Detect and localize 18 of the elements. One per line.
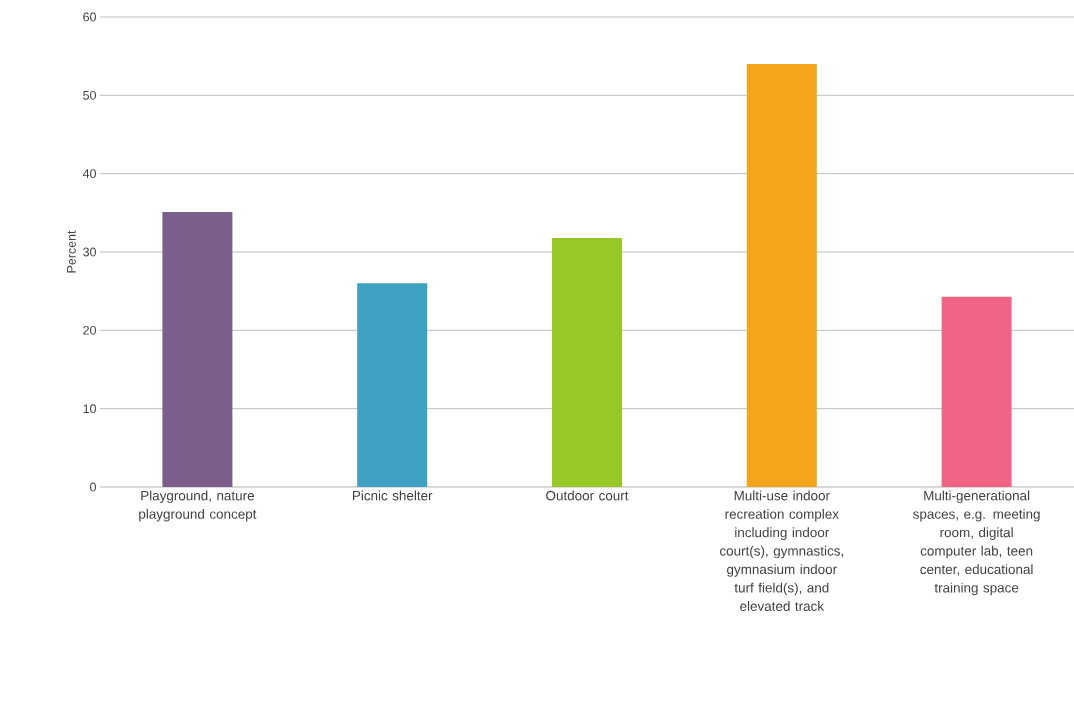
bar bbox=[941, 296, 1012, 487]
x-tick-label: Multi-generational spaces, e.g. meeting room, digital computer lab, teen center, educational training space bbox=[913, 490, 1040, 596]
x-tick-label: Playground, nature playground concept bbox=[139, 490, 257, 522]
x-tick-label: Picnic shelter bbox=[352, 490, 433, 501]
y-tick-label: 20 bbox=[83, 325, 96, 335]
bar bbox=[746, 63, 817, 487]
x-tick-label: Multi-use indoor recreation complex including indoor court(s), gymnastics, gymnasium indoor turf field(s), and elevated track bbox=[719, 490, 843, 611]
y-tick-label: 40 bbox=[82, 169, 96, 179]
y-tick-label: 10 bbox=[83, 404, 96, 414]
y-tick-label: 0 bbox=[90, 482, 96, 492]
bar bbox=[552, 237, 623, 487]
y-tick-label: 30 bbox=[83, 247, 96, 257]
y-tick-label: 50 bbox=[83, 90, 96, 100]
bar bbox=[357, 283, 428, 487]
y-axis-title: Percent bbox=[67, 230, 76, 273]
bar bbox=[162, 212, 233, 487]
y-tick-label: 60 bbox=[83, 12, 96, 22]
x-tick-label: Outdoor court bbox=[546, 490, 629, 501]
